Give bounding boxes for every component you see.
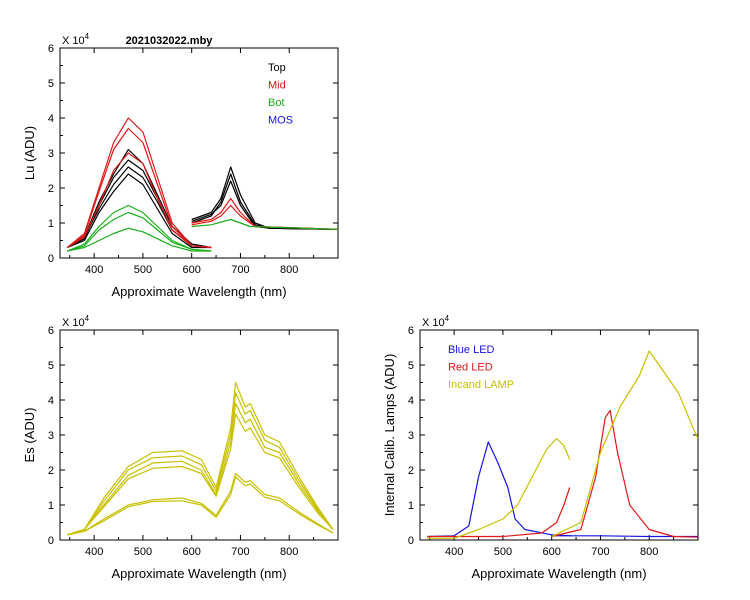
series-line [66,166,212,249]
y-tick-label: 0 [48,253,54,265]
series-line [67,381,334,536]
series-blue-led [427,441,698,538]
x-axis-label: Approximate Wavelength (nm) [111,284,286,299]
y-tick-label: 5 [48,360,54,372]
series-line [551,409,698,538]
legend-entry-mos: MOS [268,115,293,127]
series-line [191,173,338,230]
series-line [66,127,212,249]
x-tick-label: 800 [640,546,658,558]
series-line [427,487,571,538]
x-tick-label: 800 [280,546,298,558]
y-axis-label: Internal Calib. Lamps (ADU) [382,354,397,517]
legend-entry-mid: Mid [268,80,286,92]
y-tick-label: 5 [48,78,54,90]
series-line [67,392,334,536]
x-axis-label: Approximate Wavelength (nm) [111,566,286,581]
series-line [67,159,212,249]
y-tick-label: 4 [408,395,414,407]
y-tick-label: 1 [48,218,54,230]
x-tick-label: 600 [183,264,201,276]
series-line [67,402,334,536]
y-tick-label: 2 [408,465,414,477]
legend-entry-top: Top [268,62,286,74]
series-line [67,476,334,536]
legend-entry-bot: Bot [268,97,285,109]
x-tick-label: 600 [543,546,561,558]
series-line [427,441,572,538]
plot-frame [59,47,339,259]
x-tick-label: 700 [231,264,249,276]
x-tick-label: 400 [85,546,103,558]
y-axis-label: Es (ADU) [22,408,37,463]
chart-es: 400 500 600 700 800 0 1 2 3 4 5 6 X 104 Approximate W… [22,314,339,581]
y-tick-label: 6 [48,43,54,55]
y-tick-label: 1 [408,500,414,512]
x-tick-label: 400 [445,546,463,558]
y-tick-label: 2 [48,183,54,195]
x-tick-label: 800 [280,264,298,276]
series-line [66,117,212,249]
x-tick-label: 400 [85,264,103,276]
y-tick-label: 5 [408,360,414,372]
series-es [67,381,334,536]
series-line [67,413,334,536]
series-line [67,227,212,252]
series-incand-lamp [427,350,698,539]
y-tick-label: 4 [48,395,54,407]
x-tick-label: 500 [134,264,152,276]
y-tick-label: 0 [48,535,54,547]
chart-lu: 400 500 600 700 800 0 1 2 3 4 5 6 X 104 2021032022.mb… [22,32,339,299]
y-tick-label: 6 [48,325,54,337]
x-axis-label: Approximate Wavelength (nm) [471,566,646,581]
chart-lamps: 400 500 600 700 800 0 1 2 3 4 5 6 X 104 Approximate W… [382,314,699,581]
series-line [67,472,334,536]
y-tick-label: 0 [408,535,414,547]
series-red-led [427,409,698,538]
y-exponent-label: X 104 [62,314,90,329]
x-tick-label: 700 [591,546,609,558]
series-line [551,350,698,538]
series-line [67,211,212,252]
y-tick-label: 1 [48,500,54,512]
legend-entry-incand-lamp: Incand LAMP [448,379,514,391]
series-line [67,173,212,249]
y-tick-label: 3 [408,430,414,442]
y-tick-label: 3 [48,148,54,160]
series-line [67,204,212,252]
series-line [191,218,338,230]
y-exponent-label: X 104 [62,32,90,47]
y-tick-label: 6 [408,325,414,337]
x-tick-label: 500 [134,546,152,558]
x-tick-label: 600 [183,546,201,558]
series-line [427,437,571,539]
series-bot [67,204,338,252]
y-axis-label: Lu (ADU) [22,126,37,180]
series-line [66,152,212,249]
y-tick-label: 2 [48,465,54,477]
x-tick-label: 700 [231,546,249,558]
chart-title: 2021032022.mby [126,35,214,47]
legend-entry-blue-led: Blue LED [448,344,495,356]
y-exponent-label: X 104 [422,314,450,329]
y-tick-label: 3 [48,430,54,442]
series-line [191,180,338,230]
legend-entry-red-led: Red LED [448,362,493,374]
y-tick-label: 4 [48,113,54,125]
x-tick-label: 500 [494,546,512,558]
